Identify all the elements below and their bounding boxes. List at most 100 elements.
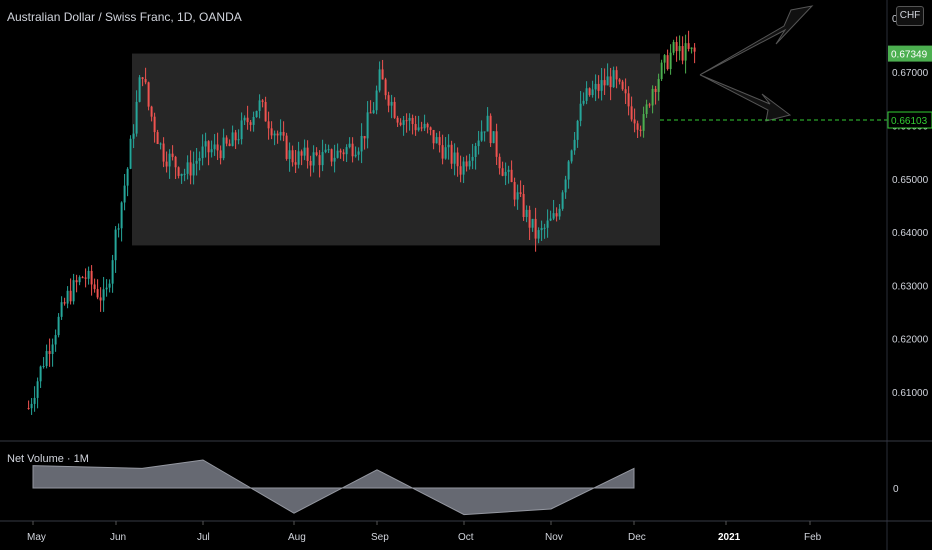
candle-body	[228, 143, 231, 146]
y-tick-label: 0.65000	[892, 175, 929, 186]
candle-body	[591, 89, 594, 96]
candle-body	[294, 162, 297, 165]
candle-body	[282, 131, 285, 136]
candle-body	[147, 82, 150, 107]
projection-arrow-down	[699, 74, 792, 122]
candle-body	[600, 80, 603, 91]
candle-body	[198, 158, 201, 161]
candle-body	[624, 89, 627, 94]
candle-body	[672, 42, 675, 53]
candle-body	[501, 168, 504, 176]
y-tick-label: 0.62000	[892, 335, 929, 346]
candle-body	[456, 152, 459, 167]
candle-body	[306, 147, 309, 161]
candle-body	[627, 93, 630, 107]
candle-body	[504, 171, 507, 176]
candle-body	[489, 115, 492, 144]
candle-body	[678, 46, 681, 52]
candle-body	[432, 129, 435, 144]
candle-body	[258, 100, 261, 111]
x-tick-label: 2021	[718, 532, 741, 543]
projection-arrow-up	[699, 5, 814, 76]
candle-body	[327, 149, 330, 151]
candle-body	[87, 270, 90, 279]
candle-body	[405, 120, 408, 122]
candle-body	[345, 147, 348, 155]
candle-body	[192, 163, 195, 176]
candle-body	[90, 270, 93, 285]
candle-body	[426, 123, 429, 128]
candle-body	[288, 150, 291, 159]
candle-body	[33, 397, 36, 404]
candle-body	[519, 192, 522, 194]
candles	[27, 30, 696, 415]
candle-body	[387, 95, 390, 106]
candle-body	[444, 147, 447, 159]
candle-body	[93, 284, 96, 290]
candle-body	[213, 144, 216, 150]
candle-body	[180, 173, 183, 176]
candle-body	[303, 147, 306, 156]
candle-body	[411, 117, 414, 125]
candle-body	[576, 120, 579, 140]
candle-body	[657, 79, 660, 92]
candle-body	[552, 213, 555, 219]
candle-body	[360, 136, 363, 152]
candle-body	[54, 335, 57, 345]
candle-body	[546, 220, 549, 228]
candle-body	[45, 351, 48, 367]
candle-body	[153, 116, 156, 133]
candle-body	[81, 277, 84, 279]
candle-body	[558, 208, 561, 217]
candle-body	[318, 155, 321, 166]
candle-body	[339, 150, 342, 153]
candle-body	[390, 101, 393, 106]
candle-body	[132, 133, 135, 139]
candle-body	[204, 141, 207, 147]
x-tick-label: Oct	[458, 532, 474, 543]
candle-body	[513, 182, 516, 200]
candle-body	[300, 151, 303, 156]
candle-body	[333, 157, 336, 162]
chart-title: Australian Dollar / Swiss Franc, 1D, OAN…	[7, 10, 242, 24]
candle-body	[273, 133, 276, 136]
candle-body	[114, 229, 117, 261]
candle-body	[429, 127, 432, 130]
candle-body	[63, 302, 66, 304]
currency-button[interactable]: CHF	[896, 6, 924, 26]
net-volume-zero-label: 0	[893, 484, 899, 495]
candle-body	[174, 156, 177, 168]
candle-body	[441, 145, 444, 159]
candle-body	[237, 139, 240, 141]
candle-body	[636, 123, 639, 130]
level-price-tag	[887, 111, 932, 129]
candle-body	[126, 168, 129, 186]
candle-body	[201, 146, 204, 159]
candle-body	[654, 88, 657, 92]
candle-body	[222, 137, 225, 159]
candle-body	[588, 88, 591, 96]
candle-body	[351, 143, 354, 157]
candle-body	[102, 289, 105, 301]
candle-body	[381, 69, 384, 80]
candle-body	[354, 154, 357, 157]
y-tick-label: 0.67000	[892, 68, 929, 79]
candle-body	[105, 287, 108, 290]
candle-body	[645, 104, 648, 115]
candle-body	[159, 143, 162, 145]
candle-body	[39, 366, 42, 382]
y-tick-label-top: 0	[892, 14, 898, 25]
candle-body	[279, 131, 282, 136]
y-tick-label: 0.63000	[892, 281, 929, 292]
candle-body	[618, 79, 621, 82]
candle-body	[270, 128, 273, 136]
candle-body	[243, 117, 246, 121]
candle-body	[138, 77, 141, 102]
candle-body	[27, 407, 30, 409]
candle-body	[579, 103, 582, 121]
candle-body	[111, 260, 114, 284]
candle-body	[561, 192, 564, 209]
candle-body	[42, 366, 45, 368]
candle-body	[570, 150, 573, 162]
